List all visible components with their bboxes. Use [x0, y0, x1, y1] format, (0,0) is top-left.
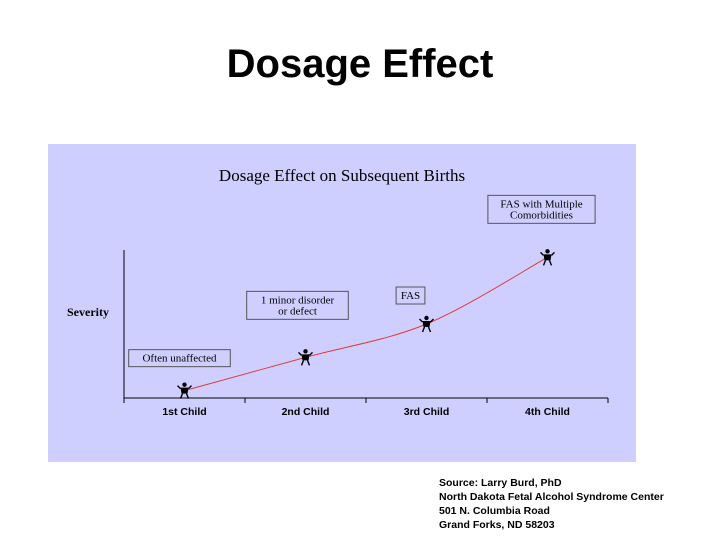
figure-limbs	[540, 251, 555, 266]
figure-limbs	[177, 385, 192, 399]
figure-head	[182, 382, 187, 387]
chart-panel: Dosage Effect on Subsequent Births Sever…	[48, 144, 636, 462]
annotation-label: Often unaffected	[142, 353, 217, 365]
series-line	[184, 256, 548, 392]
figure-body	[301, 354, 310, 361]
figure-limbs	[419, 318, 434, 333]
dosage-effect-chart: Dosage Effect on Subsequent Births Sever…	[67, 166, 609, 418]
annotation-label: FAS with Multiple	[500, 198, 582, 210]
x-tick-label: 3rd Child	[404, 406, 450, 418]
child-figure-icon	[540, 249, 555, 266]
figure-limbs	[298, 351, 313, 366]
figure-body	[543, 254, 552, 261]
slide-title: Dosage Effect	[226, 42, 494, 86]
child-figure-icon	[177, 382, 192, 399]
source-citation: Source: Larry Burd, PhD North Dakota Fet…	[439, 476, 664, 532]
figure-head	[303, 349, 308, 354]
annotation-label: or defect	[278, 305, 317, 317]
y-axis-label: Severity	[67, 305, 109, 319]
child-figure-icon	[419, 315, 434, 333]
x-tick-label: 1st Child	[162, 406, 206, 418]
source-line: Grand Forks, ND 58203	[439, 519, 555, 531]
annotation-label: Comorbidities	[510, 209, 573, 221]
chart-title: Dosage Effect on Subsequent Births	[219, 166, 465, 185]
annotation-box	[246, 290, 349, 320]
figure-head	[545, 249, 550, 254]
source-line: Source: Larry Burd, PhD	[439, 477, 562, 489]
x-tick-label: 2nd Child	[282, 406, 330, 418]
child-figure-icon	[298, 349, 313, 366]
annotation-label: 1 minor disorder	[261, 294, 335, 306]
x-tick-label: 4th Child	[525, 406, 570, 418]
annotation-box	[128, 349, 231, 368]
figure-body	[422, 321, 431, 327]
figure-body	[180, 387, 189, 394]
annotation-box	[395, 286, 426, 305]
annotation-box	[487, 194, 596, 224]
figure-head	[424, 315, 429, 321]
source-line: North Dakota Fetal Alcohol Syndrome Cent…	[439, 491, 664, 503]
annotation-label: FAS	[401, 290, 420, 302]
source-line: 501 N. Columbia Road	[439, 505, 550, 517]
